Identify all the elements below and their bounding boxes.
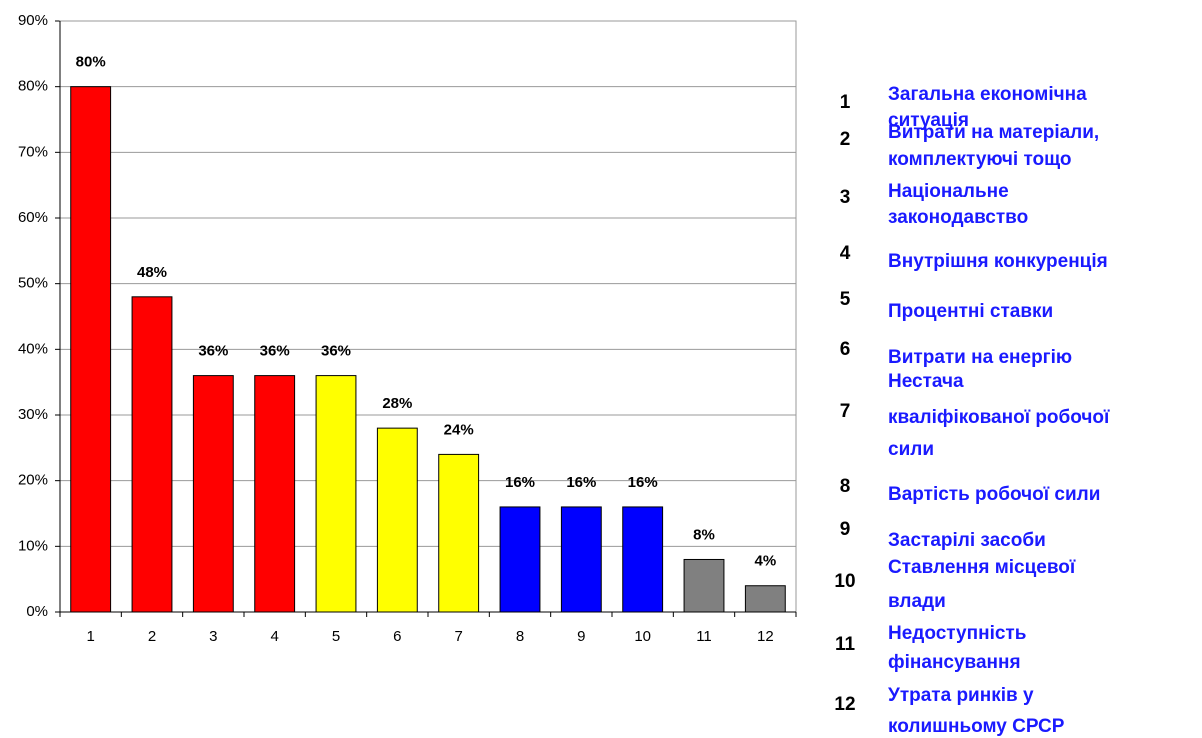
legend-label: Утрата ринків у: [888, 685, 1034, 706]
legend-label: колишньому СРСР: [888, 716, 1065, 737]
data-label: 16%: [566, 474, 596, 491]
legend-label: Ставлення місцевої: [888, 557, 1076, 578]
y-tick-label: 90%: [18, 12, 48, 29]
legend-number: 5: [840, 289, 851, 310]
bar: [376, 427, 418, 613]
bar: [315, 375, 357, 613]
x-tick-label: 8: [516, 628, 524, 645]
legend-label: фінансування: [888, 652, 1021, 673]
data-label: 48%: [137, 264, 167, 281]
legend-label: Застарілі засоби: [888, 530, 1046, 551]
y-tick-label: 60%: [18, 209, 48, 226]
legend-number: 1: [840, 92, 851, 113]
legend-number: 9: [840, 519, 851, 540]
bar: [560, 506, 602, 613]
bar: [744, 585, 786, 613]
bar: [131, 296, 173, 613]
legend-label: Внутрішня конкуренція: [888, 251, 1108, 272]
legend-number: 12: [834, 694, 855, 715]
x-tick-label: 6: [393, 628, 401, 645]
data-label: 16%: [505, 474, 535, 491]
legend-label: комплектуючі тощо: [888, 149, 1072, 170]
legend-label: Нестача: [888, 371, 964, 392]
x-tick-label: 2: [148, 628, 156, 645]
data-label: 36%: [198, 343, 228, 360]
x-tick-label: 11: [696, 628, 712, 645]
legend-number: 6: [840, 339, 851, 360]
x-tick-label: 9: [577, 628, 585, 645]
bar: [683, 558, 725, 613]
legend-label: влади: [888, 591, 946, 612]
x-tick-label: 10: [634, 628, 651, 645]
legend-label: Недоступність: [888, 623, 1026, 644]
x-tick-label: 7: [454, 628, 462, 645]
bar: [70, 86, 112, 613]
data-label: 80%: [76, 54, 106, 71]
legend-label: Витрати на матеріали,: [888, 122, 1099, 143]
legend-label: Вартість робочої сили: [888, 484, 1100, 505]
legend-number: 4: [840, 243, 851, 264]
legend-label: кваліфікованої робочої: [888, 407, 1110, 428]
bar: [254, 375, 296, 613]
y-tick-label: 0%: [26, 603, 48, 620]
y-tick-label: 20%: [18, 472, 48, 489]
x-tick-label: 12: [757, 628, 774, 645]
legend-label: Витрати на енергію: [888, 347, 1072, 368]
legend-number: 11: [835, 634, 856, 655]
legend-label: Процентні ставки: [888, 301, 1053, 322]
legend-number: 2: [840, 129, 851, 150]
x-tick-label: 5: [332, 628, 340, 645]
y-tick-label: 50%: [18, 275, 48, 292]
y-tick-label: 10%: [18, 537, 48, 554]
data-label: 8%: [693, 526, 715, 543]
y-tick-label: 30%: [18, 406, 48, 423]
x-tick-label: 4: [270, 628, 278, 645]
data-label: 36%: [321, 343, 351, 360]
y-tick-label: 70%: [18, 143, 48, 160]
legend-label: сили: [888, 439, 934, 460]
y-tick-label: 80%: [18, 78, 48, 95]
bar: [192, 375, 234, 613]
data-label: 16%: [628, 474, 658, 491]
data-label: 36%: [260, 343, 290, 360]
legend-number: 8: [840, 476, 851, 497]
x-tick-label: 1: [86, 628, 94, 645]
bar: [438, 453, 480, 613]
bar: [622, 506, 664, 613]
y-tick-label: 40%: [18, 340, 48, 357]
data-label: 28%: [382, 395, 412, 412]
legend-label: законодавство: [888, 207, 1028, 228]
legend-number: 10: [834, 571, 855, 592]
bar: [499, 506, 541, 613]
data-label: 4%: [754, 553, 776, 570]
legend-number: 3: [840, 187, 851, 208]
legend-label: ситуація: [888, 110, 969, 131]
x-tick-label: 3: [209, 628, 217, 645]
data-label: 24%: [444, 421, 474, 438]
legend-label: Національне: [888, 181, 1009, 202]
legend-label: Загальна економічна: [888, 84, 1087, 105]
legend-number: 7: [840, 401, 851, 422]
